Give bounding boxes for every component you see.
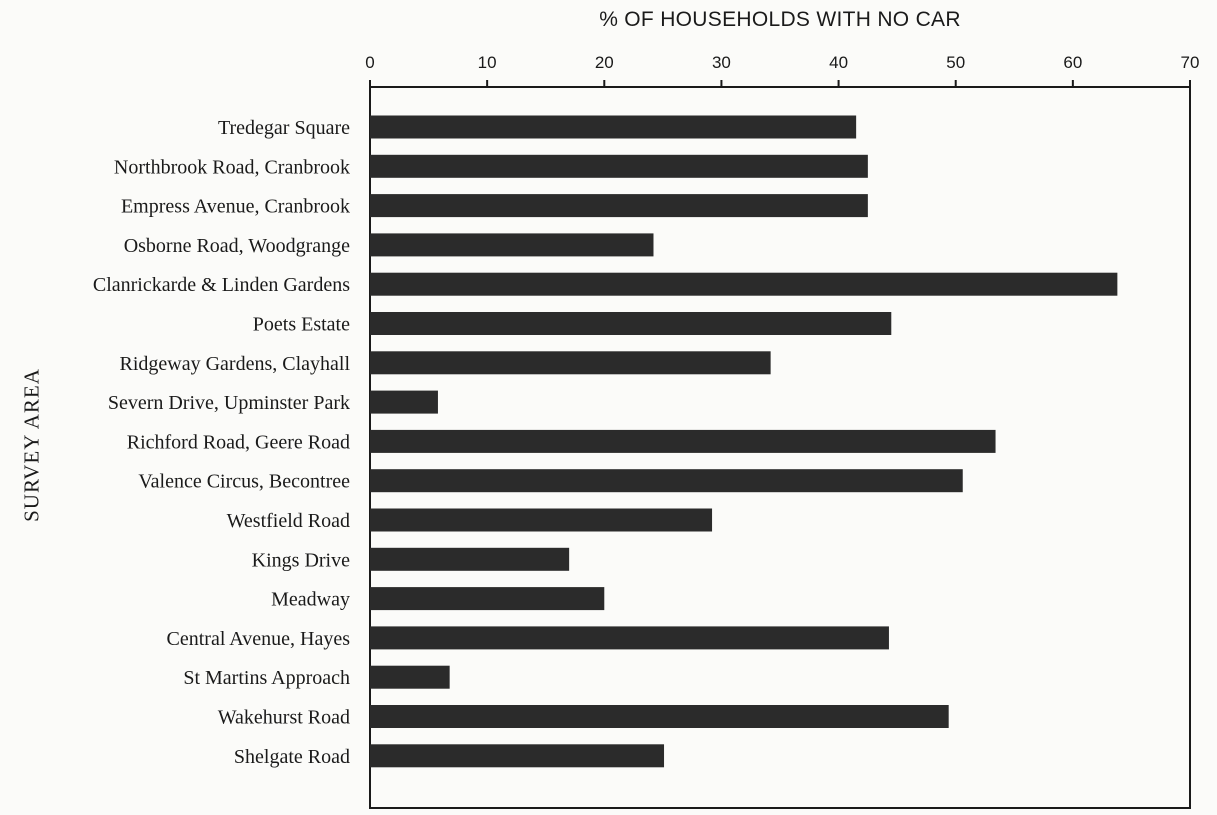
category-label-westfield-road: Westfield Road <box>227 510 350 532</box>
bar-osborne-road-woodgrange <box>370 233 654 257</box>
bar-severn-drive-upminster-park <box>370 390 438 414</box>
category-label-osborne-road-woodgrange: Osborne Road, Woodgrange <box>124 235 350 257</box>
bar-westfield-road <box>370 508 713 532</box>
bar-meadway <box>370 587 605 611</box>
bar-ridgeway-gardens-clayhall <box>370 351 771 375</box>
category-label-ridgeway-gardens-clayhall: Ridgeway Gardens, Clayhall <box>120 353 351 375</box>
bar-kings-drive <box>370 547 570 571</box>
category-label-empress-avenue-cranbrook: Empress Avenue, Cranbrook <box>121 196 350 218</box>
x-tick-label-70: 70 <box>1181 53 1200 72</box>
x-tick-label-10: 10 <box>478 53 497 72</box>
x-tick-label-60: 60 <box>1063 53 1082 72</box>
bar-northbrook-road-cranbrook <box>370 154 868 178</box>
bar-wakehurst-road <box>370 705 949 728</box>
category-label-severn-drive-upminster-park: Severn Drive, Upminster Park <box>108 392 350 414</box>
x-tick-label-40: 40 <box>829 53 848 72</box>
bar-tredegar-square <box>370 115 857 139</box>
x-tick-label-20: 20 <box>595 53 614 72</box>
bar-clanrickarde-linden-gardens <box>370 272 1118 296</box>
x-tick-label-0: 0 <box>365 53 374 72</box>
category-label-northbrook-road-cranbrook: Northbrook Road, Cranbrook <box>114 156 350 178</box>
category-label-kings-drive: Kings Drive <box>252 549 350 571</box>
bar-richford-road-geere-road <box>370 429 996 453</box>
bar-shelgate-road <box>370 744 665 768</box>
category-label-shelgate-road: Shelgate Road <box>234 746 350 768</box>
category-label-poets-estate: Poets Estate <box>253 314 350 336</box>
category-label-clanrickarde-linden-gardens: Clanrickarde & Linden Gardens <box>93 274 350 296</box>
category-label-richford-road-geere-road: Richford Road, Geere Road <box>127 431 350 453</box>
bar-empress-avenue-cranbrook <box>370 194 868 218</box>
category-label-st-martins-approach: St Martins Approach <box>183 667 350 689</box>
bar-poets-estate <box>370 312 892 335</box>
category-label-meadway: Meadway <box>271 589 350 611</box>
category-label-tredegar-square: Tredegar Square <box>218 117 350 139</box>
category-label-central-avenue-hayes: Central Avenue, Hayes <box>167 628 351 650</box>
bar-st-martins-approach <box>370 665 450 689</box>
bar-central-avenue-hayes <box>370 626 889 650</box>
x-axis-title: % OF HOUSEHOLDS WITH NO CAR <box>599 8 961 31</box>
x-tick-label-50: 50 <box>946 53 965 72</box>
category-label-valence-circus-becontree: Valence Circus, Becontree <box>138 471 350 493</box>
x-tick-label-30: 30 <box>712 53 731 72</box>
bar-valence-circus-becontree <box>370 469 963 493</box>
category-label-wakehurst-road: Wakehurst Road <box>218 707 350 729</box>
